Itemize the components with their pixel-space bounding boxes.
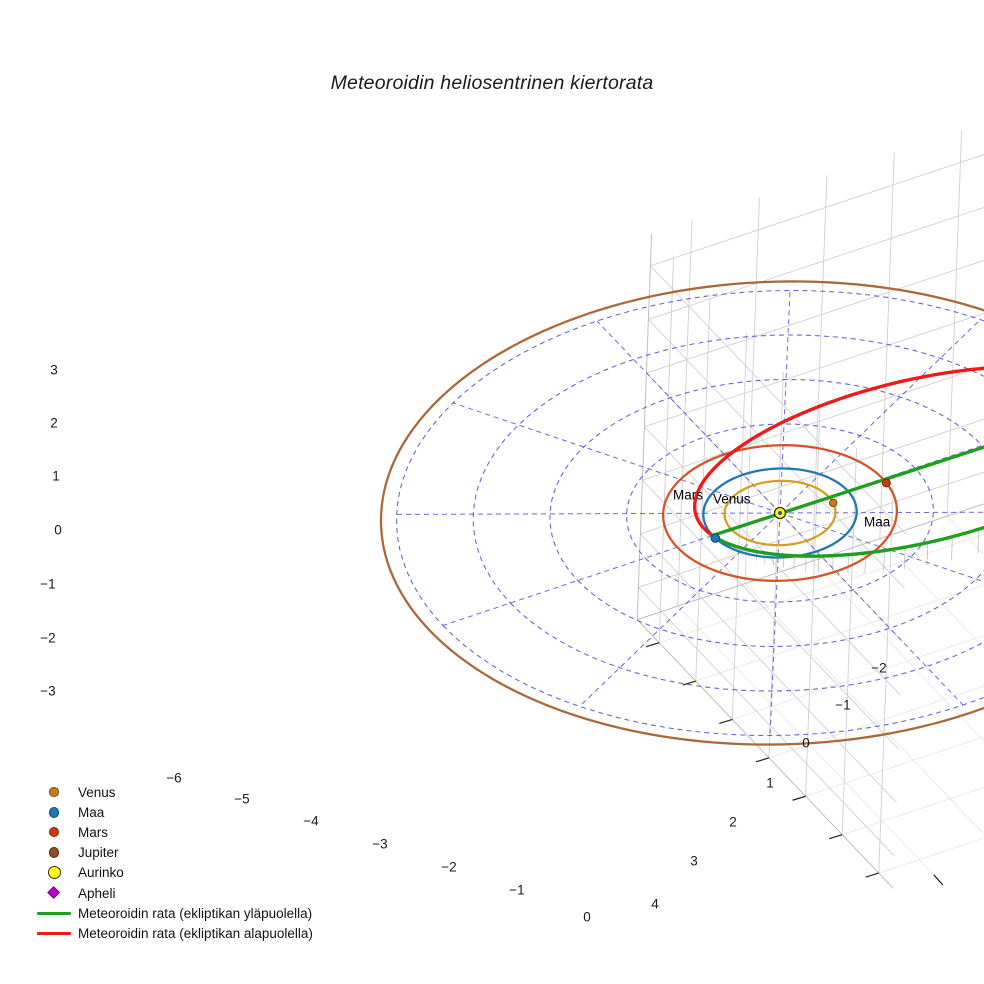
legend-circle-marker bbox=[49, 827, 59, 838]
axis-tick-label: 2 bbox=[50, 416, 58, 431]
axis-tick-label: −2 bbox=[441, 860, 456, 875]
legend-marker-key bbox=[30, 886, 78, 900]
legend-line-key bbox=[30, 911, 78, 915]
axis-tick-label: −4 bbox=[303, 814, 319, 829]
body-text-labels: Mars Venus Maa bbox=[673, 488, 891, 530]
legend-circle-marker bbox=[48, 807, 60, 818]
legend-item-label: Maa bbox=[78, 804, 105, 820]
legend: Venus Maa Mars Jupiter Aurinko Apheli Meteoroi… bbox=[30, 782, 370, 944]
axis-tick-label: −6 bbox=[166, 771, 181, 786]
axis-tick-label: −5 bbox=[234, 792, 249, 807]
axis-tick-label: −1 bbox=[835, 698, 850, 713]
legend-marker-key bbox=[30, 787, 78, 797]
legend-marker-key bbox=[30, 807, 78, 818]
legend-circle-marker bbox=[47, 866, 61, 880]
ecliptic-polar-grid bbox=[396, 289, 984, 737]
axis-tick-label: −3 bbox=[40, 684, 55, 699]
axis-tick-label: 0 bbox=[54, 523, 62, 538]
legend-line-swatch bbox=[37, 911, 71, 915]
axis-tick-label: 1 bbox=[766, 776, 774, 791]
legend-circle-marker bbox=[48, 847, 60, 858]
legend-item-label: Meteoroidin rata (ekliptikan alapuolella… bbox=[78, 925, 313, 941]
axis-tick-label: 3 bbox=[50, 363, 58, 378]
axis-tick-label: 0 bbox=[583, 910, 591, 925]
legend-item-label: Apheli bbox=[78, 885, 116, 901]
legend-item-label: Venus bbox=[78, 784, 116, 800]
body-markers bbox=[710, 478, 891, 543]
legend-item[interactable]: Jupiter bbox=[30, 843, 370, 863]
axis-ticks bbox=[645, 642, 944, 886]
axis-tick-label: −2 bbox=[40, 631, 55, 646]
legend-diamond-marker bbox=[47, 886, 61, 900]
legend-circle-marker bbox=[49, 787, 59, 797]
legend-item[interactable]: Meteoroidin rata (ekliptikan alapuolella… bbox=[30, 923, 370, 943]
legend-marker-key bbox=[30, 827, 78, 838]
legend-item[interactable]: Mars bbox=[30, 822, 370, 842]
meteoroid-orbit-curve bbox=[692, 366, 984, 558]
axis-tick-label: −1 bbox=[509, 883, 524, 898]
legend-item[interactable]: Apheli bbox=[30, 883, 370, 903]
legend-item-label: Meteoroidin rata (ekliptikan yläpuolella… bbox=[78, 905, 313, 921]
legend-item[interactable]: Aurinko bbox=[30, 863, 370, 883]
axis-tick-label: 4 bbox=[651, 897, 659, 912]
legend-line-key bbox=[30, 932, 78, 935]
axis-tick-labels: −6 −5 −4 −3 −2 −1 0 −2 −1 0 1 2 3 4 3 2 1 0 −1 −2 −3 bbox=[40, 363, 886, 925]
legend-item-label: Jupiter bbox=[78, 845, 119, 861]
legend-marker-key bbox=[30, 866, 78, 880]
legend-item[interactable]: Meteoroidin rata (ekliptikan yläpuolella… bbox=[30, 903, 370, 923]
axis-tick-label: 0 bbox=[802, 736, 810, 751]
axis-tick-label: 3 bbox=[690, 854, 698, 869]
axis-tick-label: −2 bbox=[871, 661, 886, 676]
maa-label: Maa bbox=[864, 515, 891, 530]
legend-line-swatch bbox=[37, 932, 71, 935]
axis-tick-label: −3 bbox=[372, 837, 387, 852]
legend-item[interactable]: Venus bbox=[30, 782, 370, 802]
page-title: Meteoroidin heliosentrinen kiertorata bbox=[330, 72, 654, 94]
mars-label: Mars bbox=[673, 488, 703, 503]
planet-orbit-curves bbox=[379, 280, 984, 746]
venus-label: Venus bbox=[713, 492, 751, 507]
axes-pane-grid bbox=[636, 130, 984, 889]
legend-item[interactable]: Maa bbox=[30, 802, 370, 822]
legend-marker-key bbox=[30, 847, 78, 858]
legend-item-label: Mars bbox=[78, 824, 108, 840]
axis-tick-label: 2 bbox=[729, 815, 737, 830]
axis-tick-label: 1 bbox=[52, 469, 60, 484]
legend-item-label: Aurinko bbox=[78, 865, 124, 881]
axis-tick-label: −1 bbox=[40, 577, 55, 592]
